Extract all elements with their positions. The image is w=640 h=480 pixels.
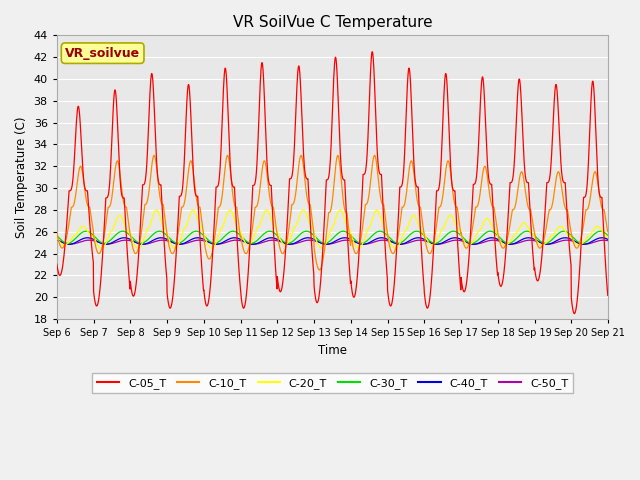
Title: VR SoilVue C Temperature: VR SoilVue C Temperature [232,15,432,30]
Y-axis label: Soil Temperature (C): Soil Temperature (C) [15,117,28,238]
Legend: C-05_T, C-10_T, C-20_T, C-30_T, C-40_T, C-50_T: C-05_T, C-10_T, C-20_T, C-30_T, C-40_T, … [92,373,573,393]
Text: VR_soilvue: VR_soilvue [65,47,140,60]
X-axis label: Time: Time [318,344,347,357]
